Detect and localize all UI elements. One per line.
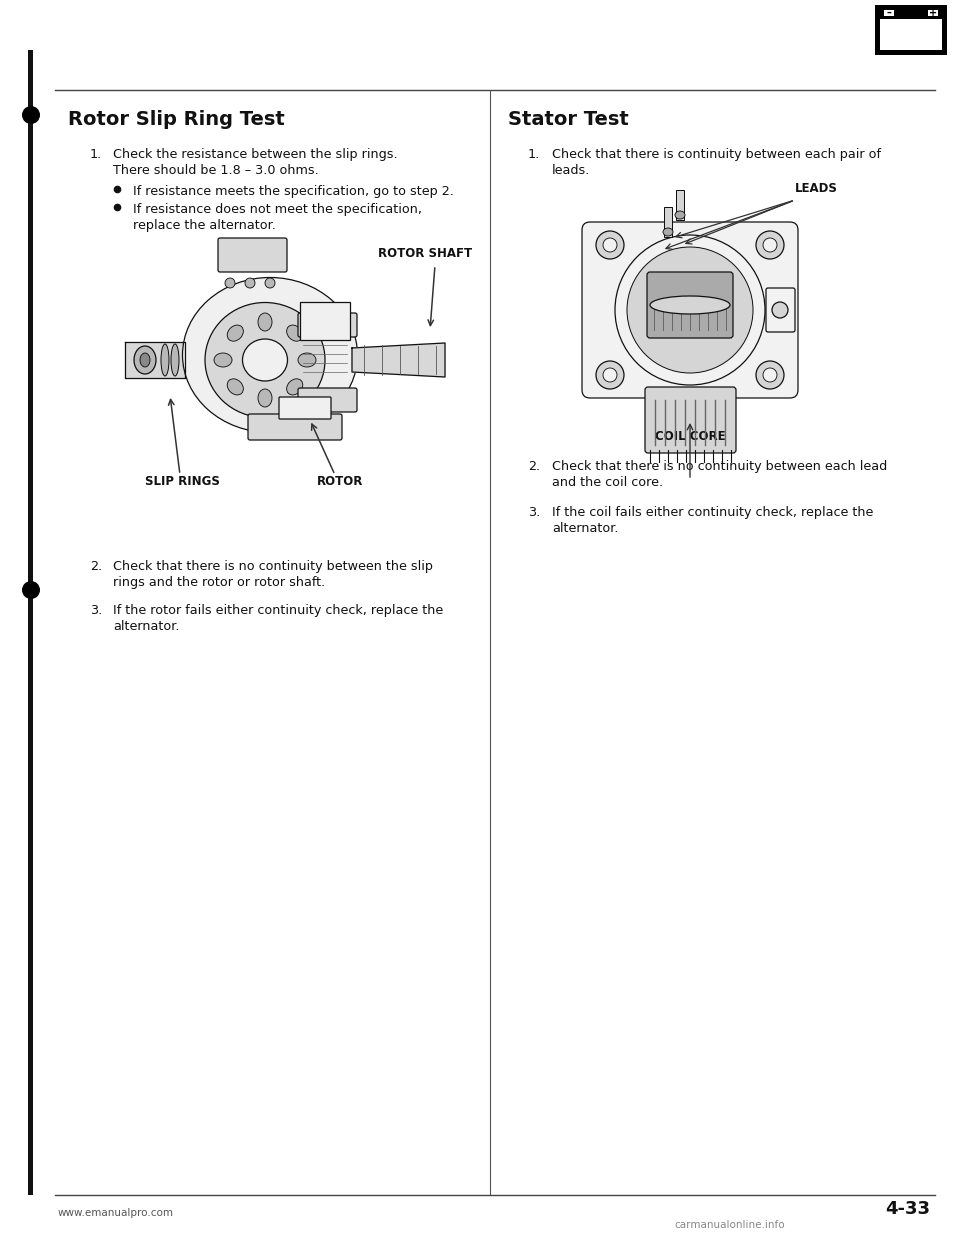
Circle shape — [615, 235, 765, 385]
Bar — [884, 10, 894, 16]
FancyBboxPatch shape — [218, 238, 287, 272]
Polygon shape — [352, 343, 445, 378]
Circle shape — [245, 278, 255, 288]
Ellipse shape — [650, 296, 730, 314]
Text: and the coil core.: and the coil core. — [552, 476, 663, 489]
Ellipse shape — [298, 353, 316, 366]
Circle shape — [763, 238, 777, 252]
FancyBboxPatch shape — [298, 388, 357, 412]
Ellipse shape — [134, 347, 156, 374]
Ellipse shape — [228, 379, 244, 395]
FancyBboxPatch shape — [582, 222, 798, 397]
FancyBboxPatch shape — [766, 288, 795, 332]
Text: Check that there is continuity between each pair of: Check that there is continuity between e… — [552, 148, 881, 161]
FancyBboxPatch shape — [676, 190, 684, 220]
Text: alternator.: alternator. — [113, 620, 180, 633]
Circle shape — [756, 361, 784, 389]
Text: If resistance meets the specification, go to step 2.: If resistance meets the specification, g… — [133, 185, 454, 197]
Text: www.emanualpro.com: www.emanualpro.com — [58, 1208, 174, 1218]
Circle shape — [756, 231, 784, 260]
Bar — [928, 10, 938, 16]
Circle shape — [772, 302, 788, 318]
Circle shape — [22, 581, 40, 599]
Circle shape — [603, 368, 617, 383]
Polygon shape — [125, 342, 185, 378]
Text: If the rotor fails either continuity check, replace the: If the rotor fails either continuity che… — [113, 604, 444, 617]
Ellipse shape — [243, 339, 287, 381]
FancyBboxPatch shape — [248, 414, 342, 440]
Text: 1.: 1. — [90, 148, 103, 161]
Ellipse shape — [205, 303, 325, 417]
Text: Stator Test: Stator Test — [508, 111, 629, 129]
Text: If the coil fails either continuity check, replace the: If the coil fails either continuity chec… — [552, 505, 874, 519]
Circle shape — [22, 106, 40, 124]
Circle shape — [265, 278, 275, 288]
Text: 1.: 1. — [528, 148, 540, 161]
Circle shape — [225, 278, 235, 288]
FancyBboxPatch shape — [279, 397, 331, 419]
Text: +: + — [929, 7, 937, 17]
Text: 2.: 2. — [90, 560, 102, 573]
Ellipse shape — [258, 389, 272, 407]
Ellipse shape — [287, 325, 302, 342]
FancyBboxPatch shape — [298, 313, 357, 337]
Bar — [880, 19, 942, 50]
Ellipse shape — [171, 344, 179, 376]
Text: 3.: 3. — [528, 505, 540, 519]
Text: If resistance does not meet the specification,: If resistance does not meet the specific… — [133, 202, 422, 216]
FancyBboxPatch shape — [300, 302, 350, 340]
Text: 2.: 2. — [528, 460, 540, 473]
Ellipse shape — [182, 277, 357, 432]
Text: ENGINE: ENGINE — [889, 41, 933, 51]
Text: LEADS: LEADS — [795, 183, 838, 195]
Text: replace the alternator.: replace the alternator. — [133, 219, 276, 232]
Text: 4-33: 4-33 — [885, 1200, 930, 1218]
FancyBboxPatch shape — [645, 388, 736, 453]
Ellipse shape — [161, 344, 169, 376]
Text: ROTOR: ROTOR — [317, 474, 363, 488]
Circle shape — [596, 361, 624, 389]
Circle shape — [596, 231, 624, 260]
Text: –: – — [887, 7, 892, 17]
Bar — [28, 50, 33, 1195]
Ellipse shape — [228, 325, 244, 342]
Text: leads.: leads. — [552, 164, 590, 178]
Text: rings and the rotor or rotor shaft.: rings and the rotor or rotor shaft. — [113, 576, 325, 589]
Ellipse shape — [675, 211, 685, 219]
FancyBboxPatch shape — [664, 207, 672, 237]
FancyBboxPatch shape — [647, 272, 733, 338]
Ellipse shape — [287, 379, 302, 395]
Text: alternator.: alternator. — [552, 522, 618, 535]
Ellipse shape — [214, 353, 232, 366]
Circle shape — [763, 368, 777, 383]
Text: 3.: 3. — [90, 604, 103, 617]
Text: SLIP RINGS: SLIP RINGS — [145, 474, 220, 488]
Circle shape — [603, 238, 617, 252]
Text: Check the resistance between the slip rings.: Check the resistance between the slip ri… — [113, 148, 397, 161]
Text: ROTOR SHAFT: ROTOR SHAFT — [378, 247, 472, 260]
Ellipse shape — [140, 353, 150, 366]
Text: carmanualonline.info: carmanualonline.info — [675, 1220, 785, 1230]
Text: Check that there is no continuity between the slip: Check that there is no continuity betwee… — [113, 560, 433, 573]
Bar — [875, 5, 947, 55]
Text: There should be 1.8 – 3.0 ohms.: There should be 1.8 – 3.0 ohms. — [113, 164, 319, 178]
Text: COIL CORE: COIL CORE — [655, 430, 726, 443]
Circle shape — [627, 247, 753, 373]
Ellipse shape — [663, 229, 673, 236]
Text: Check that there is no continuity between each lead: Check that there is no continuity betwee… — [552, 460, 887, 473]
Ellipse shape — [258, 313, 272, 332]
Text: Rotor Slip Ring Test: Rotor Slip Ring Test — [68, 111, 285, 129]
